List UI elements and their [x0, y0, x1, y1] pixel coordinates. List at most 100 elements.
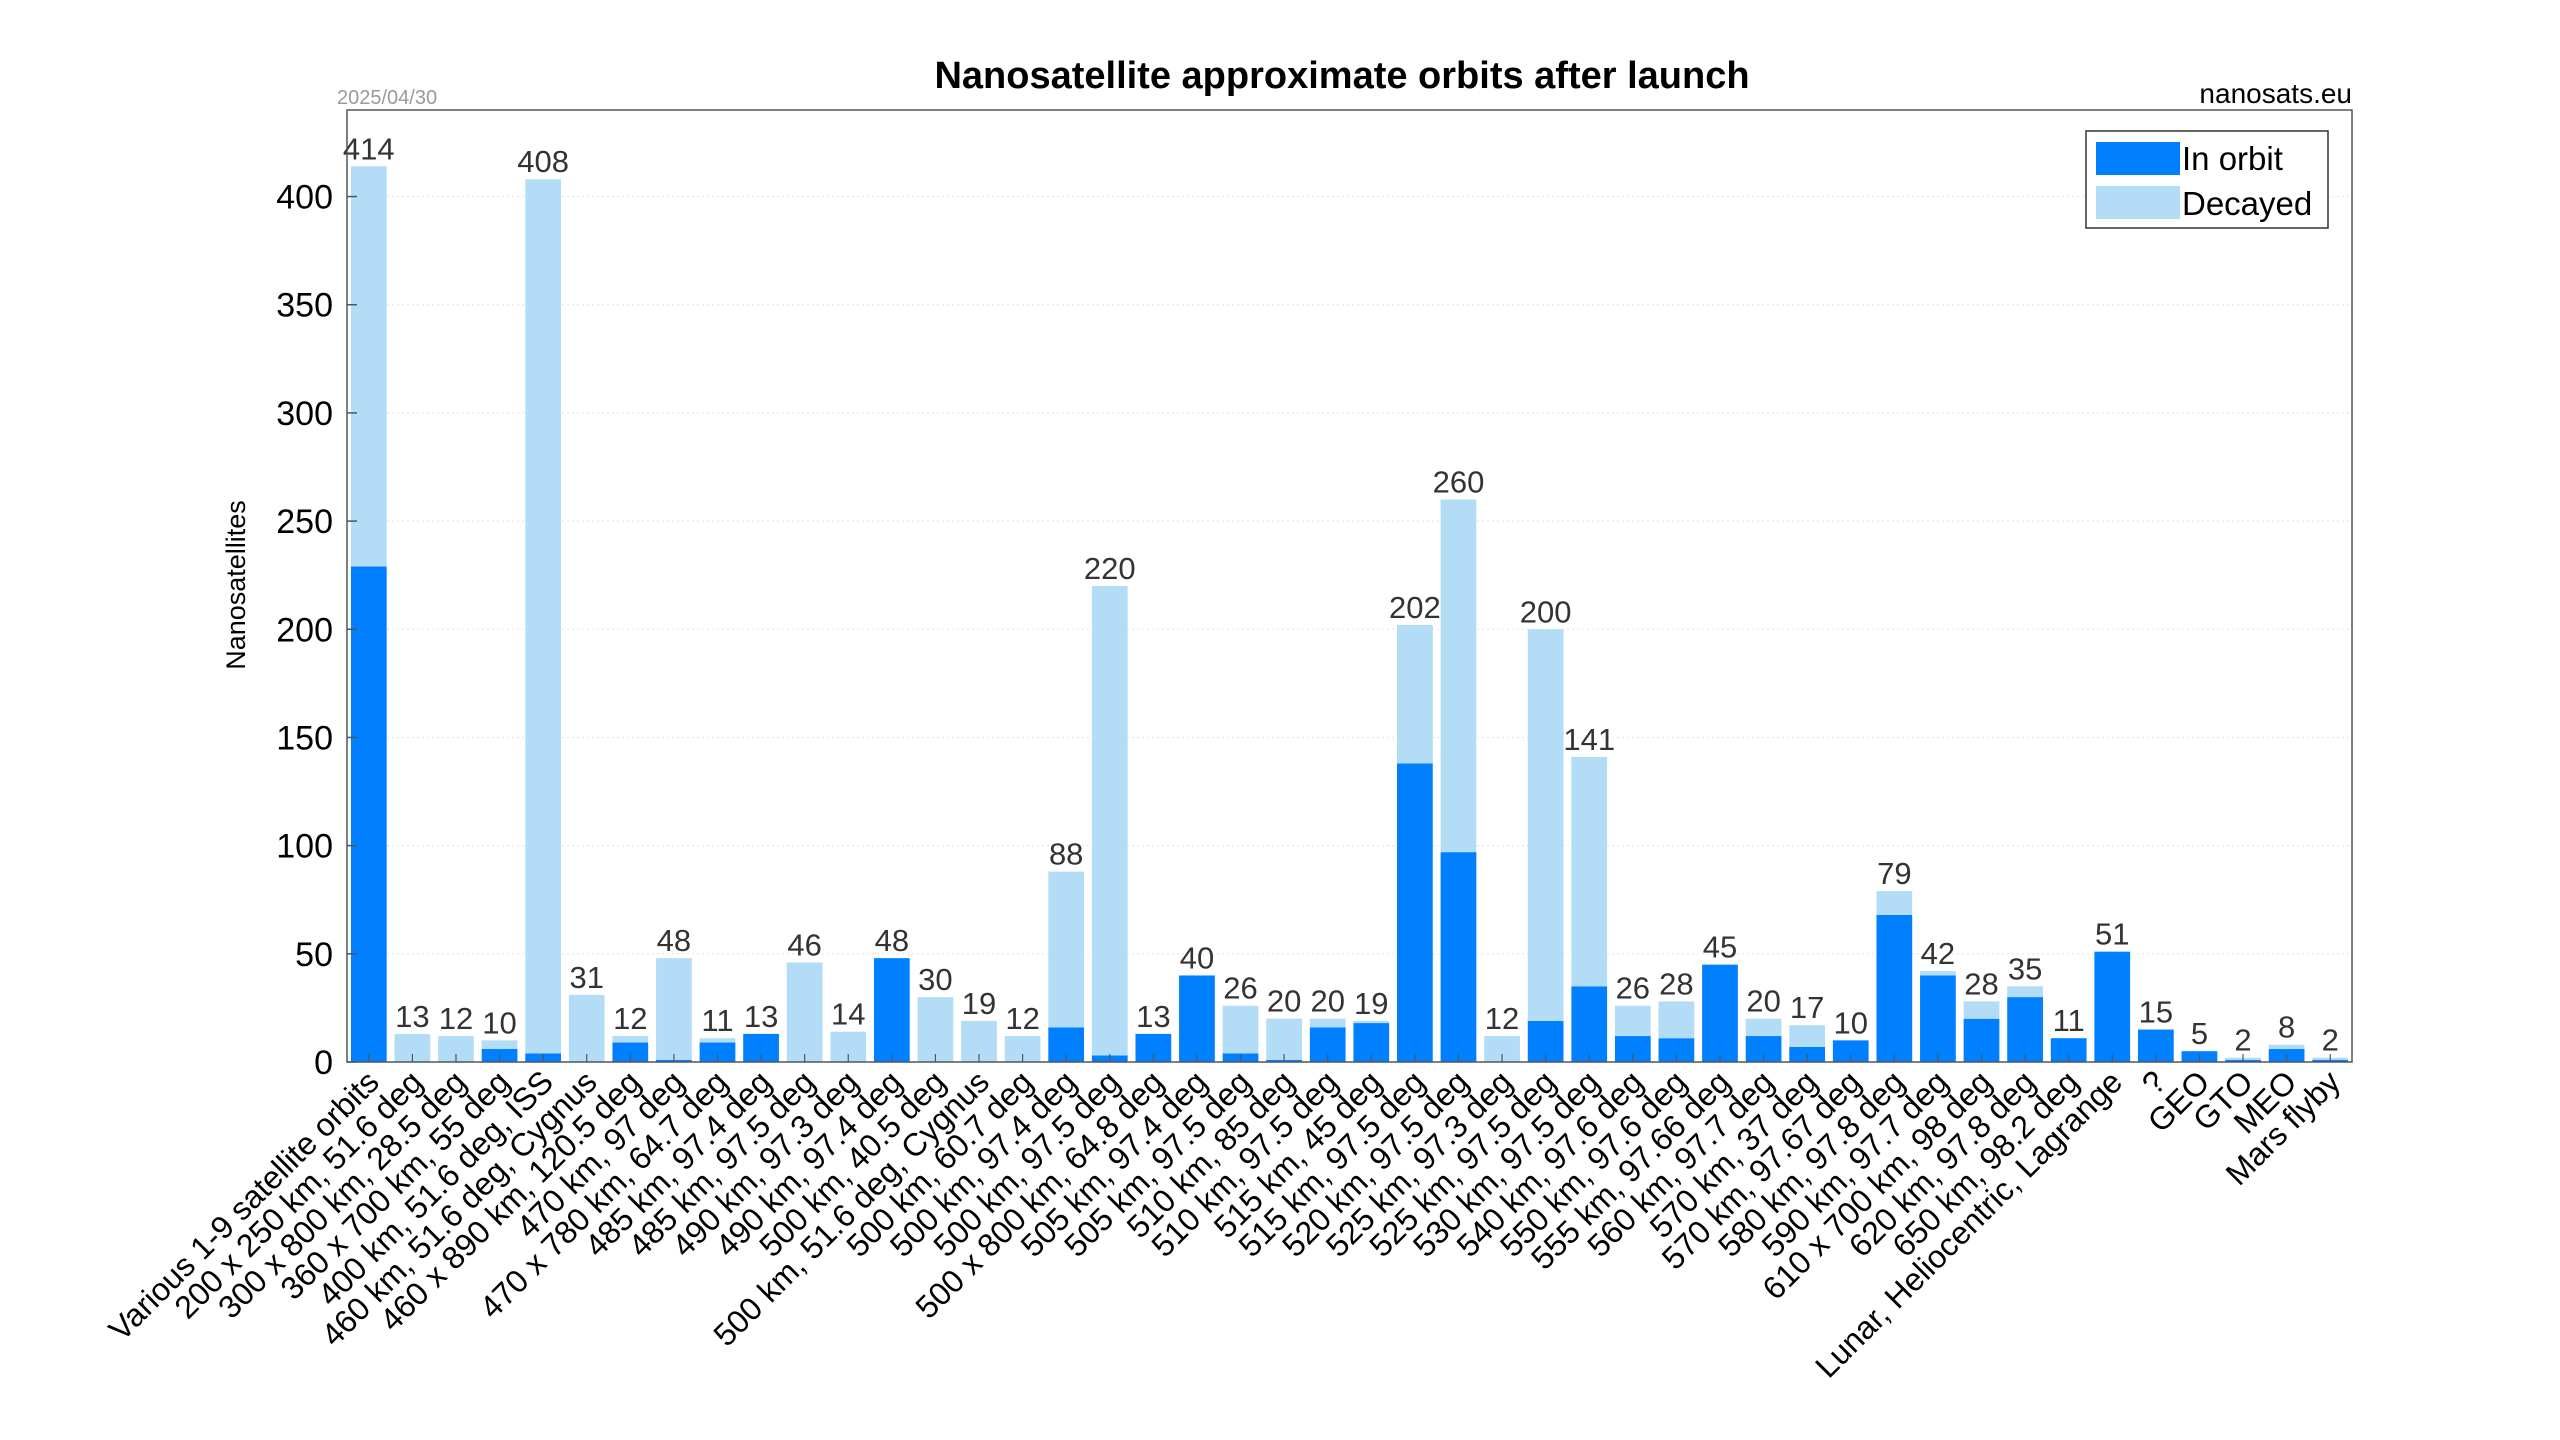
bar-total-label: 13	[395, 999, 429, 1034]
bar-decayed	[2007, 986, 2043, 998]
chart-title: Nanosatellite approximate orbits after l…	[934, 55, 1749, 97]
bar-total-label: 10	[482, 1005, 516, 1040]
bar-decayed	[656, 958, 692, 1060]
y-tick-label: 300	[276, 395, 333, 433]
bar-total-label: 8	[2278, 1010, 2295, 1045]
bar-total-label: 48	[875, 923, 909, 958]
bar-decayed	[2268, 1044, 2305, 1050]
bar-decayed	[1527, 629, 1564, 1021]
legend-swatch-decayed	[2096, 186, 2180, 219]
bar-total-label: 30	[918, 962, 952, 997]
bar-decayed	[525, 179, 562, 1054]
y-tick-label: 250	[276, 503, 333, 541]
y-tick-label: 100	[276, 828, 333, 866]
bar-decayed	[917, 997, 954, 1062]
bar-in-orbit	[2050, 1038, 2087, 1062]
bar-total-label: 13	[1136, 999, 1170, 1034]
bar-in-orbit	[1702, 964, 1738, 1062]
y-tick-label: 150	[276, 719, 333, 757]
bar-decayed	[568, 994, 605, 1062]
bars	[350, 166, 2349, 1062]
bar-decayed	[1266, 1018, 1302, 1060]
bar-in-orbit	[1571, 986, 1608, 1062]
bar-total-label: 11	[701, 1003, 733, 1038]
bar-decayed	[1920, 971, 1956, 976]
bar-total-label: 12	[439, 1001, 473, 1036]
bar-total-label: 26	[1616, 971, 1650, 1006]
bar-total-label: 220	[1084, 551, 1136, 586]
bar-decayed	[350, 166, 387, 567]
bar-total-label: 46	[787, 927, 821, 962]
bar-in-orbit	[1658, 1038, 1695, 1062]
chart-source: nanosats.eu	[2199, 78, 2352, 109]
bar-total-label: 28	[1964, 966, 1998, 1001]
bar-total-label: 202	[1389, 590, 1441, 625]
y-tick-label: 350	[276, 287, 333, 325]
bar-decayed	[1876, 891, 1913, 915]
bar-total-label: 28	[1659, 966, 1693, 1001]
bar-total-label: 42	[1921, 936, 1955, 971]
legend-swatch-in-orbit	[2096, 142, 2180, 175]
y-tick-label: 200	[276, 611, 333, 649]
y-axis: 0 50 100 150 200 250 300 350 400	[276, 179, 357, 1082]
grid-lines	[347, 195, 2352, 955]
bar-in-orbit	[1920, 975, 1956, 1062]
bar-total-label: 11	[2053, 1003, 2085, 1038]
bar-total-label: 408	[517, 144, 569, 179]
bar-decayed	[1963, 1001, 2000, 1019]
bar-total-label: 20	[1267, 984, 1301, 1019]
bar-decayed	[612, 1036, 649, 1043]
bar-total-label: 15	[2139, 995, 2173, 1030]
bar-total-label: 2	[2322, 1023, 2339, 1058]
bar-total-label: 35	[2008, 951, 2042, 986]
bar-total-label: 45	[1703, 930, 1737, 965]
bar-total-label: 19	[962, 986, 996, 1021]
bar-total-label: 200	[1520, 594, 1572, 629]
bar-decayed	[1571, 756, 1608, 987]
bar-decayed	[1309, 1018, 1346, 1028]
bar-total-label: 88	[1049, 837, 1083, 872]
bar-total-label: 2	[2234, 1023, 2251, 1058]
bar-decayed	[1091, 586, 1128, 1056]
y-tick-label: 50	[295, 936, 333, 974]
bar-total-label: 141	[1563, 722, 1615, 757]
bar-total-label: 14	[831, 997, 865, 1032]
bar-in-orbit	[1832, 1040, 1869, 1062]
bar-in-orbit	[1397, 763, 1433, 1062]
bar-decayed	[1614, 1005, 1651, 1037]
bar-in-orbit	[1876, 914, 1913, 1062]
bar-total-label: 17	[1790, 990, 1824, 1025]
y-tick-label: 400	[276, 179, 333, 217]
bar-decayed	[1658, 1001, 1695, 1039]
bar-in-orbit	[350, 566, 387, 1062]
bar-total-label: 19	[1354, 986, 1388, 1021]
bar-in-orbit	[699, 1042, 736, 1062]
bar-decayed	[1789, 1025, 1826, 1047]
bar-in-orbit	[2007, 997, 2043, 1062]
bar-total-label: 260	[1433, 464, 1485, 499]
bar-total-label: 414	[343, 131, 395, 166]
bar-decayed	[1353, 1020, 1390, 1024]
legend-label-decayed: Decayed	[2182, 185, 2312, 222]
bar-total-label: 20	[1746, 984, 1780, 1019]
bar-total-label: 26	[1223, 971, 1257, 1006]
bar-in-orbit	[2094, 951, 2131, 1062]
bar-total-label: 48	[657, 923, 691, 958]
bar-decayed	[699, 1038, 736, 1043]
bar-decayed	[1397, 624, 1433, 764]
bar-total-label: 5	[2191, 1016, 2208, 1051]
bar-total-label: 40	[1180, 940, 1214, 975]
bar-decayed	[1745, 1018, 1782, 1037]
bar-total-label: 12	[613, 1001, 647, 1036]
y-tick-label: 0	[314, 1044, 333, 1082]
bar-total-label: 51	[2095, 917, 2129, 952]
bar-in-orbit	[1440, 852, 1477, 1062]
bar-total-label: 31	[569, 960, 603, 995]
bar-total-label: 10	[1834, 1005, 1868, 1040]
bar-decayed	[1048, 871, 1085, 1028]
bar-total-label: 12	[1485, 1001, 1519, 1036]
y-axis-label: Nanosatellites	[221, 500, 251, 670]
